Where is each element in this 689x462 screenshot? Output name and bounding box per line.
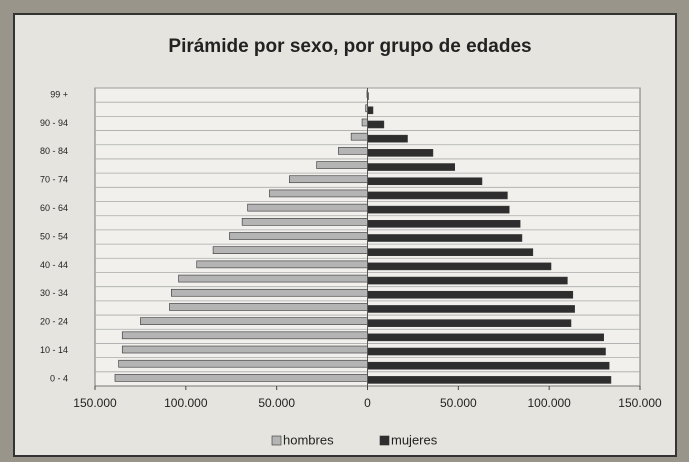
bar [121,345,368,354]
x-tick-label: 0 [364,396,371,410]
bar [367,305,575,313]
bar [114,374,368,382]
bar [367,177,483,186]
y-tick-label: 90 - 94 [40,118,68,128]
y-tick-label: 80 - 84 [40,146,68,156]
bar [367,234,523,242]
bar [229,232,368,240]
y-tick-label: 30 - 34 [40,288,68,298]
bar [367,149,434,157]
bar [247,203,368,212]
y-tick-label: 0 - 4 [50,373,68,383]
bar [171,288,368,297]
bar [367,191,508,200]
bar [367,248,534,256]
bar [269,189,368,198]
y-tick-label: 99 + [50,89,68,99]
bar [121,331,368,340]
bar [169,303,368,311]
legend-swatch [379,435,390,446]
bar [178,274,368,283]
y-tick-label: 40 - 44 [40,260,68,270]
y-tick-label: 50 - 54 [40,231,68,241]
bar [367,262,552,271]
bar [350,132,368,141]
bar [367,276,568,285]
x-tick-label: 150.000 [73,396,117,410]
x-tick-label: 100.000 [164,396,208,410]
bar [367,205,510,214]
bar [212,246,368,254]
bar [367,134,408,143]
legend-label: hombres [283,432,334,447]
x-tick-label: 50.000 [440,396,477,410]
y-tick-label: 60 - 64 [40,203,68,213]
bar [196,260,368,269]
bar [367,106,374,115]
bar [316,161,368,169]
legend-label: mujeres [391,432,438,447]
bar [241,218,368,226]
bar [118,359,368,368]
bar [367,220,521,228]
bar [367,361,610,370]
bar [289,175,368,184]
x-tick-label: 150.000 [618,396,662,410]
bar [361,118,368,127]
y-tick-label: 10 - 14 [40,345,68,355]
y-tick-label: 20 - 24 [40,317,68,327]
bar [367,376,612,384]
bar [367,333,604,342]
x-tick-label: 100.000 [527,396,571,410]
bar [367,347,606,356]
chart-title: Pirámide por sexo, por grupo de edades [168,36,531,57]
x-tick-label: 50.000 [258,396,295,410]
bar [140,317,368,325]
y-tick-label: 70 - 74 [40,175,68,185]
bar [367,319,572,327]
bar [367,290,574,299]
bar [338,147,368,155]
legend-swatch [271,435,282,446]
bar [367,120,385,129]
bar [367,163,455,171]
